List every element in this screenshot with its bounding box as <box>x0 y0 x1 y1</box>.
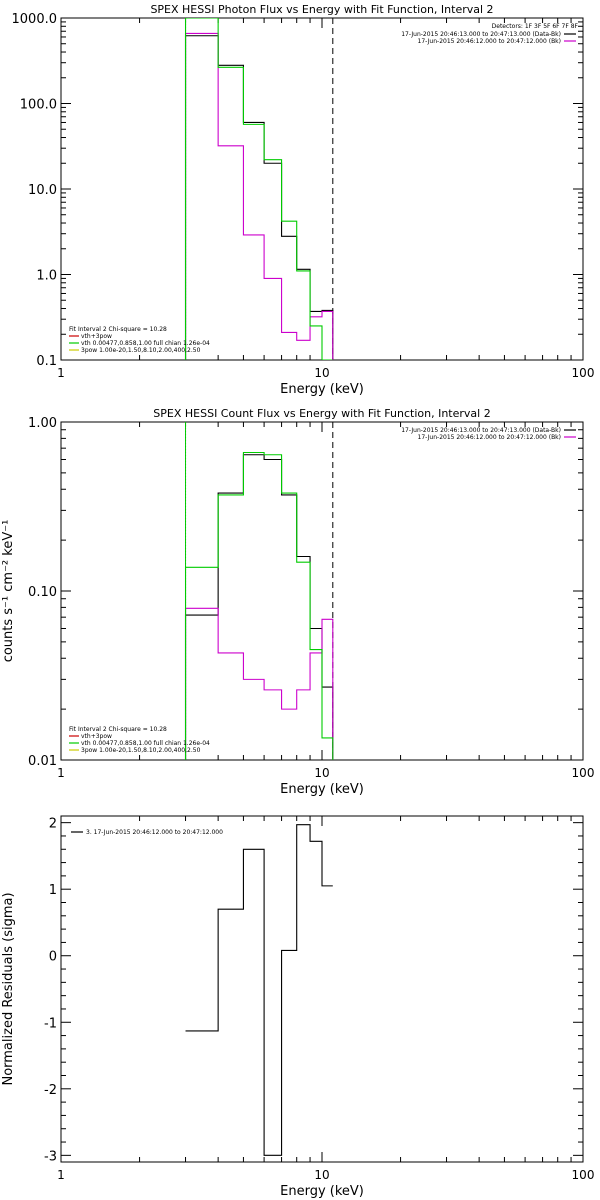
series-line <box>184 607 334 760</box>
legend-entry: 17-Jun-2015 20:46:12.000 to 20:47:12.000… <box>418 38 561 45</box>
x-axis-label: Energy (keV) <box>280 382 364 397</box>
x-tick-label: 10 <box>314 1168 329 1182</box>
x-tick-label: 100 <box>572 366 595 380</box>
legend-entry: 17-Jun-2015 20:46:13.000 to 20:47:13.000… <box>401 31 561 38</box>
y-axis-label: counts s⁻¹ cm⁻² keV⁻¹ <box>1 520 16 663</box>
fit-legend-entry: vth+3pow <box>81 733 112 740</box>
y-tick-label: 1000.0 <box>12 12 58 27</box>
y-tick-label: 0.1 <box>36 354 57 369</box>
x-tick-label: 1 <box>57 366 65 380</box>
series-line <box>184 35 334 360</box>
x-tick-label: 1 <box>57 1168 65 1182</box>
legend-entry: 17-Jun-2015 20:46:13.000 to 20:47:13.000… <box>401 427 561 434</box>
x-tick-label: 1 <box>57 766 65 780</box>
fit-legend: Fit Interval 2 Chi-square = 10.28vth+3po… <box>69 326 210 354</box>
series-background <box>184 607 334 760</box>
x-tick-label: 100 <box>572 766 595 780</box>
y-tick-label: -3 <box>44 1149 57 1164</box>
panel-2: SPEX HESSI Count Flux vs Energy with Fit… <box>1 407 594 797</box>
y-axis: 0.1 1.0 10.0 100.0 1000.0 <box>12 12 583 369</box>
series-line <box>184 18 333 360</box>
panel-1: SPEX HESSI Photon Flux vs Energy with Fi… <box>12 3 595 397</box>
y-tick-label: 10.0 <box>28 183 57 198</box>
series-fit <box>184 451 334 760</box>
legend-header: Detectors: 1F 3F 5F 6F 7F 8F <box>492 23 579 30</box>
y-axis-label: Normalized Residuals (sigma) <box>1 892 16 1085</box>
x-tick-label: 10 <box>314 766 329 780</box>
fit-legend-entry: 3pow 1.00e-20,1.50,8.10,2.00,400,2.50 <box>81 747 201 754</box>
y-tick-label: 2 <box>49 817 57 832</box>
series-data <box>184 454 334 760</box>
legend-entry: 3. 17-Jun-2015 20:46:12.000 to 20:47:12.… <box>86 829 223 836</box>
series-line <box>184 451 334 760</box>
y-tick-label: 1.00 <box>28 416 57 431</box>
x-axis: 1 10 100 Energy (keV) <box>57 816 594 1199</box>
series-line <box>184 454 334 760</box>
data-area <box>184 18 334 360</box>
series-residuals <box>185 824 333 1156</box>
y-tick-label: 1 <box>49 883 57 898</box>
y-axis: -3 -2 -1 0 1 2 Normalized Residuals (sigma) <box>1 817 583 1164</box>
series-background <box>184 32 334 360</box>
fit-legend-entry: Fit Interval 2 Chi-square = 10.28 <box>69 726 167 733</box>
series-line <box>184 32 334 360</box>
fit-legend-entry: Fit Interval 2 Chi-square = 10.28 <box>69 326 167 333</box>
data-area <box>184 422 334 760</box>
y-tick-label: 0 <box>49 950 57 965</box>
chart-title: SPEX HESSI Photon Flux vs Energy with Fi… <box>150 3 493 16</box>
legend: Detectors: 1F 3F 5F 6F 7F 8F17-Jun-2015 … <box>401 23 578 45</box>
y-tick-label: 0.01 <box>28 754 57 769</box>
y-tick-label: -2 <box>44 1083 57 1098</box>
legend-entry: 17-Jun-2015 20:46:12.000 to 20:47:12.000… <box>418 434 561 441</box>
fit-legend-entry: vth+3pow <box>81 333 112 340</box>
series-fit <box>184 18 333 360</box>
series-data <box>184 35 334 360</box>
y-axis: 0.01 0.10 1.00 counts s⁻¹ cm⁻² keV⁻¹ <box>1 416 583 769</box>
y-tick-label: 0.10 <box>28 585 57 600</box>
fit-legend: Fit Interval 2 Chi-square = 10.28vth+3po… <box>69 726 210 754</box>
y-tick-label: 1.0 <box>36 269 57 284</box>
legend: 17-Jun-2015 20:46:13.000 to 20:47:13.000… <box>401 427 576 441</box>
series-line <box>185 824 333 1156</box>
legend: 3. 17-Jun-2015 20:46:12.000 to 20:47:12.… <box>71 829 223 836</box>
fit-legend-entry: vth 0.00477,0.858,1.00 full chian 1.26e-… <box>81 740 210 747</box>
plot-frame <box>60 17 584 361</box>
x-axis: 1 10 100 Energy (keV) <box>57 422 594 797</box>
panel-3: 1 10 100 Energy (keV) -3 -2 -1 0 1 2 Normalized Re… <box>1 815 594 1199</box>
fit-legend-entry: vth 0.00477,0.858,1.00 full chian 1.26e-… <box>81 340 210 347</box>
x-axis-label: Energy (keV) <box>280 1184 364 1199</box>
data-area <box>185 824 333 1156</box>
y-tick-label: 100.0 <box>20 98 57 113</box>
y-tick-label: -1 <box>44 1016 57 1031</box>
x-tick-label: 10 <box>314 366 329 380</box>
x-tick-label: 100 <box>572 1168 595 1182</box>
x-axis-label: Energy (keV) <box>280 782 364 797</box>
chart-title: SPEX HESSI Count Flux vs Energy with Fit… <box>153 407 490 420</box>
fit-legend-entry: 3pow 1.00e-20,1.50,8.10,2.00,400,2.50 <box>81 347 201 354</box>
x-axis: 1 10 100 Energy (keV) <box>57 18 594 397</box>
